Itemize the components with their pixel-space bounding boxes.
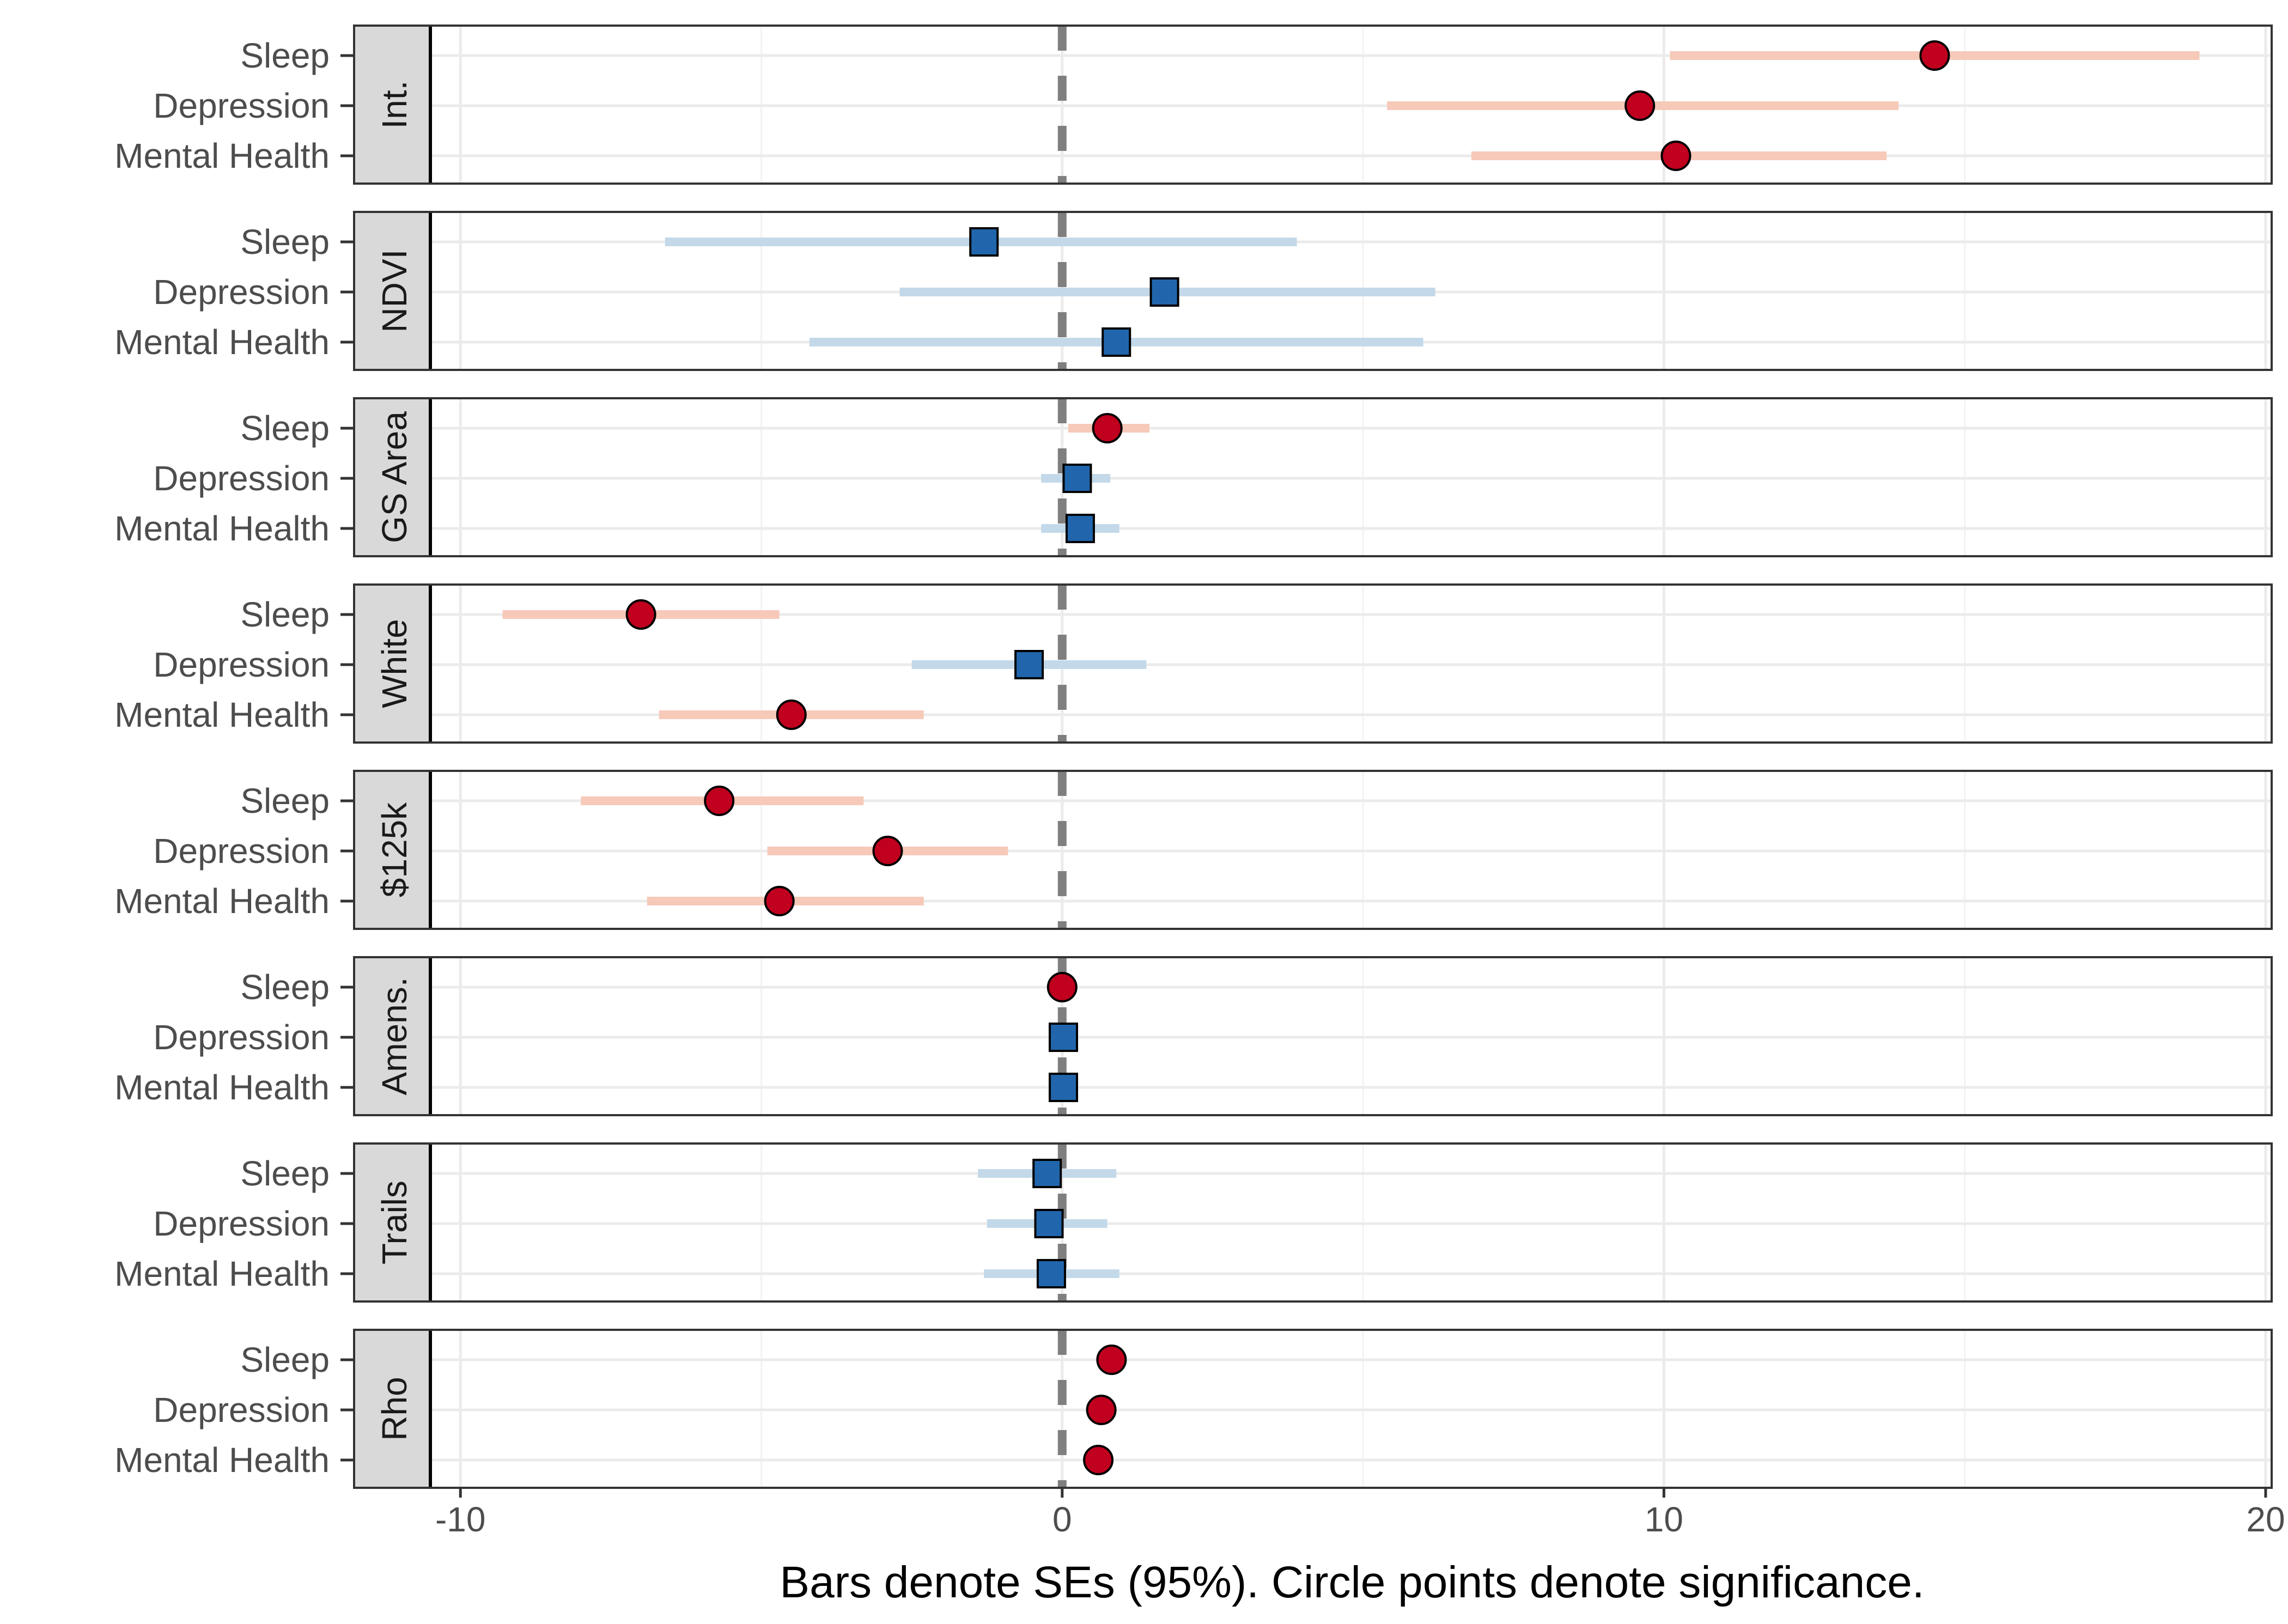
- row-label: Depression: [153, 459, 330, 498]
- panel-3: White Sleep Depression Mental Health: [114, 583, 2273, 744]
- panel-strip: [354, 957, 430, 1115]
- point-significant: [1919, 40, 1950, 71]
- point-significant: [1092, 413, 1123, 443]
- point-nonsignificant: [1149, 277, 1179, 307]
- x-tick-label: -10: [435, 1500, 486, 1539]
- panel-6: Trails Sleep Depression Mental Health: [114, 1142, 2273, 1303]
- panel-7: Rho Sleep Depression Mental Health: [114, 1329, 2273, 1489]
- point-nonsignificant: [1036, 1259, 1066, 1288]
- x-axis-title: Bars denote SEs (95%). Circle points den…: [780, 1558, 1924, 1607]
- point-nonsignificant: [969, 227, 999, 257]
- row-label: Sleep: [240, 409, 330, 448]
- panel-strip-label: Int.: [375, 81, 414, 129]
- panel-strip-label: Amens.: [375, 977, 414, 1096]
- panel-5: Amens. Sleep Depression Mental Health: [114, 956, 2273, 1116]
- row-label: Sleep: [240, 781, 330, 820]
- point-significant: [625, 599, 656, 630]
- row-label: Mental Health: [114, 881, 330, 921]
- row-label: Sleep: [240, 1154, 330, 1193]
- row-label: Depression: [153, 272, 330, 312]
- panel-strip: [354, 212, 430, 370]
- panels: Int. Sleep Depression Mental Health NDVI Slee…: [114, 25, 2273, 1489]
- row-label: Mental Health: [114, 509, 330, 548]
- row-label: Depression: [153, 831, 330, 871]
- panel-strip-label: NDVI: [375, 250, 414, 333]
- panel-strip: [354, 1330, 430, 1488]
- panel-0: Int. Sleep Depression Mental Health: [114, 25, 2273, 185]
- row-label: Mental Health: [114, 695, 330, 734]
- panel-strip-label: White: [375, 619, 414, 708]
- row-label: Sleep: [240, 36, 330, 75]
- point-significant: [764, 886, 795, 916]
- point-nonsignificant: [1049, 1073, 1079, 1102]
- panel-strip: [354, 26, 430, 184]
- panel-1: NDVI Sleep Depression Mental Health: [114, 211, 2273, 371]
- point-significant: [704, 786, 735, 816]
- point-significant: [1660, 141, 1691, 171]
- row-label: Depression: [153, 1018, 330, 1057]
- point-significant: [1083, 1445, 1114, 1475]
- point-nonsignificant: [1065, 514, 1095, 543]
- x-tick-label: 10: [1645, 1500, 1683, 1539]
- row-label: Mental Health: [114, 323, 330, 362]
- panel-4: $125k Sleep Depression Mental Health: [114, 770, 2273, 930]
- panel-strip-label: $125k: [375, 802, 414, 897]
- row-label: Depression: [153, 86, 330, 125]
- row-label: Depression: [153, 1390, 330, 1430]
- panel-strip-label: GS Area: [375, 411, 414, 543]
- point-significant: [776, 700, 807, 730]
- row-label: Mental Health: [114, 1254, 330, 1293]
- x-axis: -10 0 10 20: [435, 1488, 2285, 1539]
- row-label: Sleep: [240, 1340, 330, 1379]
- point-nonsignificant: [1034, 1209, 1064, 1238]
- point-nonsignificant: [1049, 1023, 1079, 1052]
- point-nonsignificant: [1102, 327, 1131, 357]
- panel-strip: [354, 1144, 430, 1301]
- panel-strip-label: Rho: [375, 1377, 414, 1440]
- panel-strip: [354, 398, 430, 556]
- x-tick-label: 0: [1052, 1500, 1072, 1539]
- row-label: Depression: [153, 1204, 330, 1243]
- x-tick-label: 20: [2246, 1500, 2285, 1539]
- point-significant: [1096, 1345, 1127, 1375]
- panel-strip-label: Trails: [375, 1181, 414, 1264]
- row-label: Sleep: [240, 595, 330, 634]
- panel-2: GS Area Sleep Depression Mental Health: [114, 397, 2273, 557]
- row-label: Mental Health: [114, 1068, 330, 1107]
- point-nonsignificant: [1014, 650, 1044, 679]
- row-label: Mental Health: [114, 136, 330, 175]
- point-significant: [1624, 90, 1656, 121]
- row-label: Depression: [153, 645, 330, 684]
- point-nonsignificant: [1062, 464, 1092, 493]
- panel-strip: [354, 771, 430, 929]
- row-label: Sleep: [240, 222, 330, 261]
- point-significant: [1046, 972, 1078, 1002]
- point-significant: [872, 836, 903, 866]
- point-nonsignificant: [1032, 1159, 1062, 1188]
- row-label: Mental Health: [114, 1440, 330, 1480]
- point-significant: [1086, 1395, 1117, 1425]
- row-label: Sleep: [240, 968, 330, 1007]
- panel-strip: [354, 585, 430, 743]
